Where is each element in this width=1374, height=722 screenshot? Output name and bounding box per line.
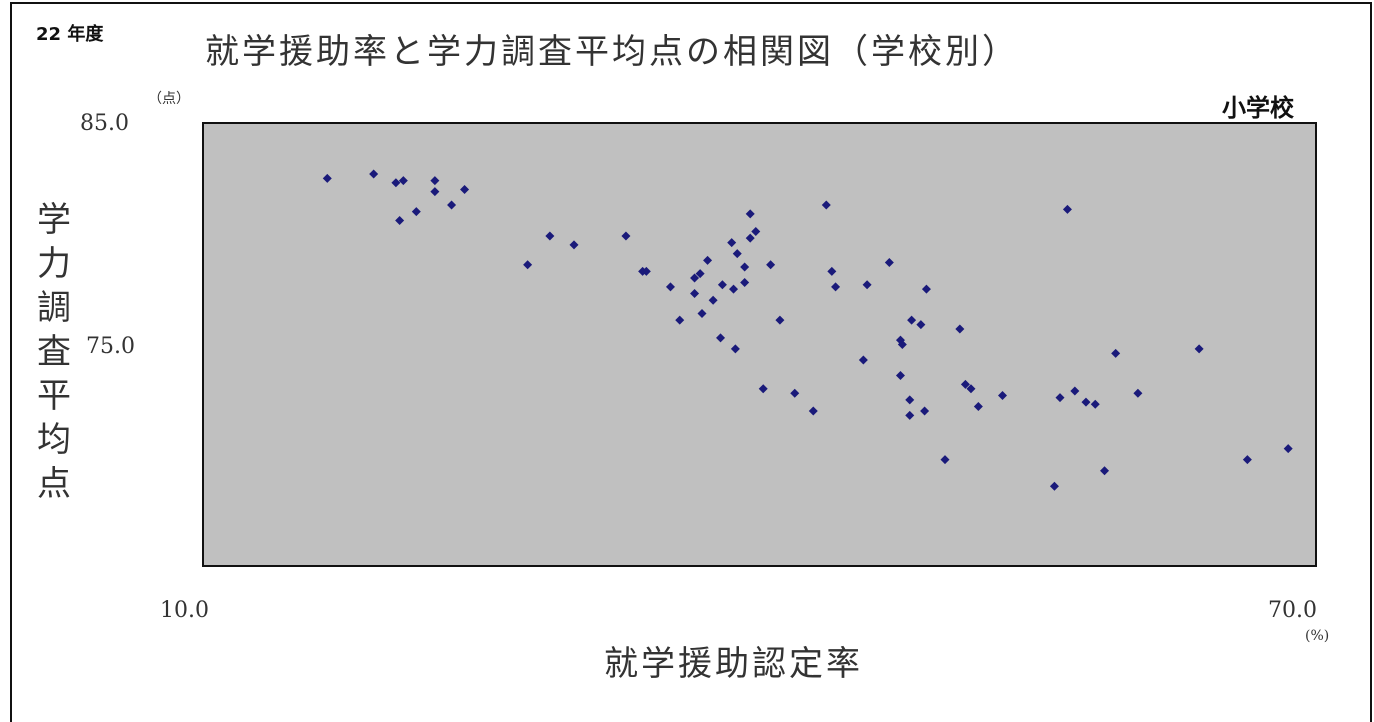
chart-frame — [10, 2, 1372, 722]
scatter-point — [884, 258, 894, 268]
scatter-point — [447, 200, 457, 210]
scatter-point — [966, 384, 976, 394]
scatter-point — [1100, 466, 1110, 476]
scatter-point — [717, 280, 727, 290]
scatter-point — [675, 315, 685, 325]
y-axis-label-char: 査 — [37, 332, 71, 372]
scatter-point — [695, 269, 705, 279]
scatter-point — [821, 200, 831, 210]
scatter-point — [1081, 397, 1091, 407]
scatter-point — [775, 315, 785, 325]
scatter-point — [411, 207, 421, 217]
scatter-point — [955, 324, 965, 334]
scatter-point — [790, 388, 800, 398]
scatter-point — [708, 295, 718, 305]
scatter-point — [727, 238, 737, 248]
scatter-point — [1194, 344, 1204, 354]
scatter-point — [905, 410, 915, 420]
scatter-point — [907, 315, 917, 325]
y-tick-label-85: 85.0 — [80, 111, 129, 136]
scatter-point — [751, 227, 761, 237]
scatter-point — [920, 406, 930, 416]
scatter-point — [430, 176, 440, 186]
plot-area — [202, 122, 1317, 567]
scatter-point — [395, 215, 405, 225]
y-axis-label-char: 学 — [37, 200, 71, 240]
scatter-point — [665, 282, 675, 292]
scatter-point — [703, 255, 713, 265]
scatter-point — [641, 266, 651, 276]
y-axis-label-char: 力 — [37, 244, 71, 284]
scatter-point — [808, 406, 818, 416]
scatter-point — [398, 176, 408, 186]
y-axis-label-char: 調 — [37, 288, 71, 328]
scatter-point — [905, 395, 915, 405]
scatter-point — [998, 390, 1008, 400]
scatter-point — [1055, 393, 1065, 403]
scatter-point — [732, 249, 742, 259]
y-axis-label-char: 平 — [37, 376, 71, 416]
scatter-point — [960, 379, 970, 389]
scatter-point — [1133, 388, 1143, 398]
y-axis-label-char: 点 — [37, 464, 71, 504]
school-type-label: 小学校 — [1222, 94, 1294, 122]
scatter-points — [322, 169, 1293, 491]
scatter-point — [523, 260, 533, 270]
scatter-point — [430, 187, 440, 197]
scatter-point — [545, 231, 555, 241]
x-axis-unit: (%) — [1305, 628, 1330, 644]
scatter-point — [697, 308, 707, 318]
scatter-point — [827, 266, 837, 276]
scatter-point — [1070, 386, 1080, 396]
x-tick-label-10: 10.0 — [160, 598, 209, 623]
scatter-point — [921, 284, 931, 294]
x-axis-label: 就学援助認定率 — [604, 644, 863, 684]
y-tick-label-75: 75.0 — [86, 334, 135, 359]
scatter-point — [391, 178, 401, 188]
scatter-point — [569, 240, 579, 250]
scatter-point — [716, 333, 726, 343]
scatter-point — [745, 209, 755, 219]
scatter-plot — [202, 122, 1317, 567]
x-tick-label-70: 70.0 — [1268, 598, 1317, 623]
year-label: 22 年度 — [36, 24, 104, 45]
y-axis-unit: （点） — [148, 91, 190, 107]
scatter-point — [460, 184, 470, 194]
scatter-point — [1090, 399, 1100, 409]
scatter-point — [740, 262, 750, 272]
scatter-point — [973, 402, 983, 412]
scatter-point — [766, 260, 776, 270]
chart-title: 就学援助率と学力調査平均点の相関図（学校別） — [205, 32, 1019, 72]
y-axis-label-char: 均 — [37, 420, 71, 460]
scatter-point — [862, 280, 872, 290]
scatter-point — [322, 173, 332, 183]
scatter-point — [745, 233, 755, 243]
scatter-point — [897, 340, 907, 349]
scatter-point — [916, 320, 926, 330]
scatter-point — [729, 284, 739, 294]
scatter-point — [940, 455, 950, 465]
scatter-point — [1283, 444, 1293, 454]
scatter-point — [740, 277, 750, 287]
scatter-point — [1111, 348, 1121, 358]
scatter-point — [858, 355, 868, 365]
scatter-point — [369, 169, 379, 179]
scatter-point — [690, 289, 700, 299]
scatter-point — [895, 371, 905, 381]
scatter-point — [1062, 204, 1072, 214]
scatter-point — [1049, 481, 1059, 491]
scatter-point — [831, 282, 841, 292]
scatter-point — [758, 384, 768, 394]
scatter-point — [1242, 455, 1252, 465]
scatter-point — [730, 344, 740, 354]
scatter-point — [690, 273, 700, 283]
y-axis-label: 学 力 調 査 平 均 点 — [34, 198, 74, 506]
scatter-point — [621, 231, 631, 241]
